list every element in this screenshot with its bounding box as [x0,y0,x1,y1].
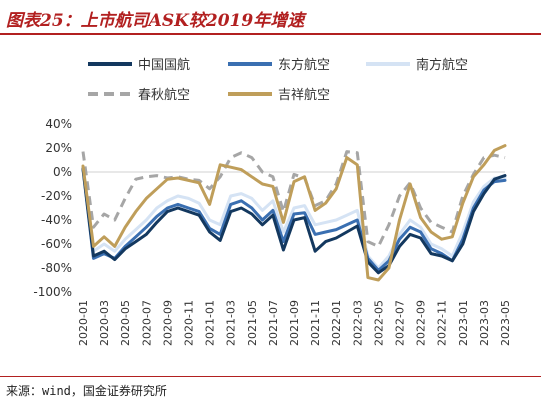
series-line-china-southern [81,165,507,270]
series-line-china-eastern [81,168,507,272]
x-tick-label: 2021-07 [267,300,280,346]
x-tick-label: 2023-05 [499,300,512,346]
chart-title: 图表25：上市航司ASK较2019年增速 [6,11,305,31]
legend-item-spring: 春秋航空 [88,87,190,103]
x-tick-label: 2020-05 [119,300,132,346]
x-tick-label: 2022-07 [394,300,407,346]
x-tick-label: 2020-07 [140,300,153,346]
legend-label: 中国国航 [138,57,190,73]
x-tick-label: 2022-05 [372,300,385,346]
y-tick-label: -60% [41,237,72,251]
series-line-juneyao [81,144,507,282]
x-tick-label: 2021-01 [204,300,217,346]
y-tick-label: -20% [41,189,72,203]
source-note: 来源：wind，国金证券研究所 [6,384,167,398]
x-tick-label: 2021-03 [225,300,238,346]
x-tick-label: 2020-09 [161,300,174,346]
legend-label: 南方航空 [416,57,468,73]
series-line-spring [81,150,506,248]
x-tick-label: 2022-09 [415,300,428,346]
legend-label: 吉祥航空 [278,87,330,103]
y-tick-label: 20% [45,141,72,155]
footer-rule [0,376,541,377]
y-tick-label: -100% [33,285,72,299]
y-tick-label: 40% [45,117,72,131]
x-tick-label: 2021-11 [309,300,322,346]
series-line-china-air [81,166,507,275]
legend-item-china-air: 中国国航 [88,57,190,73]
x-tick-label: 2023-01 [457,300,470,346]
y-tick-label: -80% [41,261,72,275]
x-tick-label: 2020-11 [183,300,196,346]
title-rule [0,33,541,35]
legend-item-juneyao: 吉祥航空 [228,87,330,103]
title-bar: 图表25：上市航司ASK较2019年增速 [0,0,541,36]
x-tick-label: 2020-03 [98,300,111,346]
legend-item-china-southern: 南方航空 [366,57,468,73]
legend-label: 春秋航空 [138,87,190,103]
tick-labels: 40% 20% 0% -20% -40% -60% -80% -100% 2020-01 2020… [33,117,512,346]
x-tick-label: 2022-11 [436,300,449,346]
series-layer [81,144,507,282]
y-tick-label: 0% [53,165,72,179]
y-tick-label: -40% [41,213,72,227]
x-tick-label: 2021-05 [246,300,259,346]
x-tick-label: 2022-01 [330,300,343,346]
x-tick-label: 2021-09 [288,300,301,346]
x-tick-label: 2023-03 [478,300,491,346]
legend-item-china-eastern: 东方航空 [228,57,330,73]
x-tick-label: 2020-01 [77,300,90,346]
x-tick-label: 2022-03 [351,300,364,346]
legend-label: 东方航空 [278,57,330,73]
